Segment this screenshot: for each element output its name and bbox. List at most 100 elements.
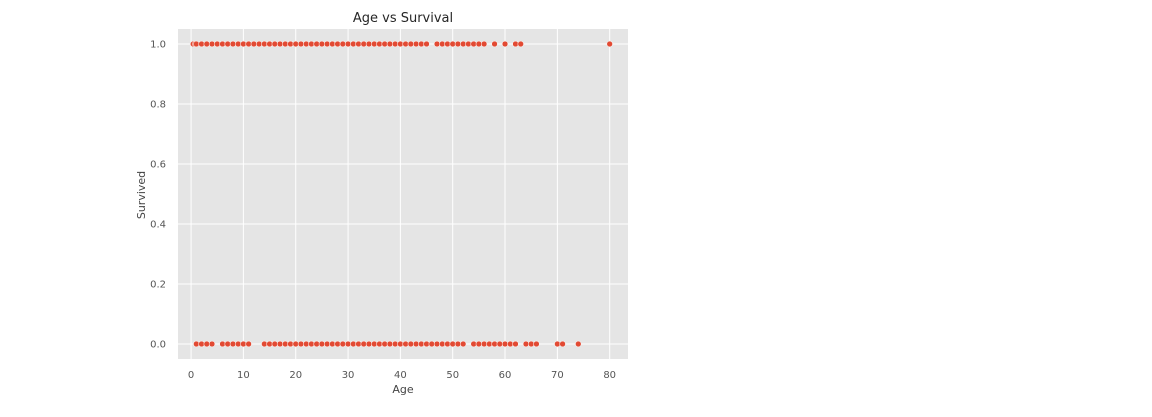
- data-point: [433, 40, 441, 48]
- data-point: [308, 40, 315, 48]
- x-axis-ticks: 0 10 20 30 40 50 60 70 80: [188, 370, 616, 381]
- data-point: [350, 40, 357, 48]
- data-point: [381, 340, 388, 348]
- data-point: [475, 340, 483, 348]
- data-point: [386, 340, 394, 348]
- data-point: [407, 340, 414, 348]
- data-point: [350, 340, 357, 348]
- data-point: [460, 40, 467, 48]
- data-point: [371, 40, 378, 48]
- data-point: [470, 340, 477, 348]
- data-point: [480, 340, 488, 348]
- data-point: [203, 340, 210, 348]
- data-point: [402, 340, 409, 348]
- data-point: [460, 340, 467, 348]
- data-point: [365, 40, 373, 48]
- data-point: [297, 340, 305, 348]
- data-point: [360, 340, 367, 348]
- data-point: [423, 340, 430, 348]
- data-point: [454, 340, 462, 348]
- x-tick-label: 30: [342, 370, 355, 381]
- y-tick-label: 0.4: [150, 220, 166, 231]
- data-point: [559, 340, 566, 348]
- chart-title: Age vs Survival: [353, 11, 453, 26]
- data-point: [528, 340, 535, 348]
- data-point: [261, 340, 268, 348]
- data-point: [407, 40, 414, 48]
- data-point: [402, 40, 409, 48]
- data-point: [224, 40, 231, 48]
- x-tick-label: 70: [551, 370, 564, 381]
- data-point: [575, 340, 582, 348]
- data-point: [334, 340, 341, 348]
- data-point: [360, 40, 367, 48]
- data-point: [496, 340, 503, 348]
- data-point: [501, 40, 509, 48]
- data-point: [292, 40, 299, 48]
- x-tick-label: 10: [237, 370, 250, 381]
- data-point: [606, 40, 613, 48]
- data-point: [219, 340, 226, 348]
- data-point: [386, 40, 394, 48]
- data-point: [261, 40, 268, 48]
- data-point: [282, 40, 289, 48]
- data-point: [250, 40, 258, 48]
- data-point: [198, 340, 205, 348]
- data-point: [235, 40, 242, 48]
- data-point: [480, 40, 488, 48]
- data-point: [271, 340, 278, 348]
- data-point: [245, 40, 252, 48]
- data-point: [501, 340, 509, 348]
- data-point: [219, 40, 226, 48]
- data-point: [271, 40, 278, 48]
- data-point: [465, 40, 472, 48]
- data-point: [397, 340, 404, 348]
- data-point: [486, 340, 493, 348]
- data-point: [423, 40, 430, 48]
- data-point: [308, 340, 315, 348]
- data-point: [470, 40, 477, 48]
- data-point: [235, 340, 242, 348]
- x-tick-label: 50: [446, 370, 459, 381]
- data-point: [517, 40, 524, 48]
- data-point: [297, 40, 305, 48]
- data-point: [329, 40, 336, 48]
- data-point: [334, 40, 341, 48]
- data-point: [392, 340, 399, 348]
- data-point: [454, 40, 462, 48]
- data-point: [229, 40, 237, 48]
- y-tick-label: 0.6: [150, 160, 166, 171]
- data-point: [533, 340, 540, 348]
- data-point: [439, 40, 446, 48]
- data-point: [313, 40, 320, 48]
- data-point: [203, 40, 210, 48]
- data-point: [444, 40, 451, 48]
- x-tick-label: 80: [603, 370, 616, 381]
- data-point: [193, 340, 200, 348]
- x-tick-label: 40: [394, 370, 407, 381]
- data-point: [428, 340, 435, 348]
- data-point: [507, 340, 514, 348]
- data-point: [214, 40, 221, 48]
- data-point: [266, 40, 273, 48]
- data-point: [255, 40, 263, 48]
- data-point: [229, 340, 237, 348]
- data-point: [193, 40, 200, 48]
- data-point: [392, 40, 399, 48]
- data-point: [318, 40, 326, 48]
- data-point: [522, 340, 530, 348]
- x-axis-label: Age: [392, 383, 414, 396]
- data-point: [344, 40, 352, 48]
- x-tick-label: 0: [188, 370, 194, 381]
- data-point: [412, 40, 420, 48]
- data-point: [554, 340, 561, 348]
- plot-area: [178, 29, 628, 359]
- x-tick-label: 20: [289, 370, 302, 381]
- data-point: [282, 340, 289, 348]
- data-point: [303, 40, 310, 48]
- data-point: [491, 340, 498, 348]
- data-point: [344, 340, 352, 348]
- data-point: [371, 340, 378, 348]
- data-point: [381, 40, 388, 48]
